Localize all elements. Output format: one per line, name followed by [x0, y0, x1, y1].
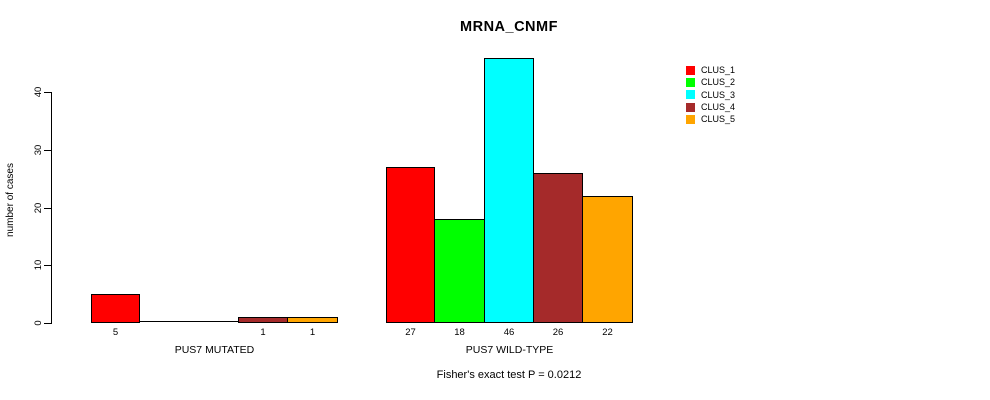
legend-item: CLUS_3: [686, 89, 735, 101]
legend-item: CLUS_5: [686, 113, 735, 125]
y-tick-label: 20: [32, 202, 44, 214]
legend: CLUS_1 CLUS_2 CLUS_3 CLUS_4 CLUS_5: [686, 64, 735, 125]
y-axis-label: number of cases: [4, 163, 16, 237]
y-tick-mark: [44, 208, 51, 209]
bar: [287, 317, 338, 323]
legend-swatch: [686, 114, 695, 124]
legend-swatch: [686, 77, 695, 87]
legend-label: CLUS_1: [701, 65, 736, 76]
y-tick-label: 0: [32, 320, 44, 326]
legend-label: CLUS_4: [701, 102, 736, 113]
y-tick-mark: [44, 150, 51, 151]
x-category-label: PUS7 MUTATED: [174, 344, 255, 356]
y-tick-mark: [44, 92, 51, 93]
bar: [434, 219, 485, 323]
y-tick-mark: [44, 323, 51, 324]
bar-value-label: 18: [454, 327, 465, 338]
annotation-text: Fisher's exact test P = 0.0212: [436, 369, 582, 381]
y-tick-mark: [44, 265, 51, 266]
zero-height-bar: [139, 321, 190, 322]
zero-height-bar: [189, 321, 239, 322]
bar-value-label: 46: [503, 327, 515, 338]
y-tick-label: 30: [32, 144, 44, 156]
legend-label: CLUS_2: [701, 77, 736, 88]
chart-title: MRNA_CNMF: [460, 19, 558, 35]
bar-value-label: 5: [112, 327, 119, 338]
bar-value-label: 26: [552, 327, 564, 338]
legend-item: CLUS_2: [686, 76, 735, 88]
legend-item: CLUS_1: [686, 64, 735, 76]
x-category-label: PUS7 WILD-TYPE: [465, 344, 554, 356]
y-tick-label: 40: [32, 86, 44, 98]
legend-swatch: [686, 90, 695, 100]
legend-swatch: [686, 65, 695, 75]
legend-swatch: [686, 102, 695, 112]
legend-item: CLUS_4: [686, 101, 735, 113]
legend-label: CLUS_3: [701, 89, 736, 100]
y-tick-label: 10: [32, 259, 44, 271]
bar-value-label: 27: [405, 327, 416, 338]
bar-value-label: 1: [309, 327, 316, 338]
bar: [386, 167, 435, 323]
bar: [91, 294, 140, 323]
bar: [533, 173, 583, 323]
bar: [582, 196, 633, 323]
legend-label: CLUS_5: [701, 114, 736, 125]
bar-value-label: 22: [602, 327, 613, 338]
y-axis-line: [51, 92, 52, 324]
bar: [484, 58, 534, 323]
bar: [238, 317, 288, 323]
bar-value-label: 1: [260, 327, 266, 338]
